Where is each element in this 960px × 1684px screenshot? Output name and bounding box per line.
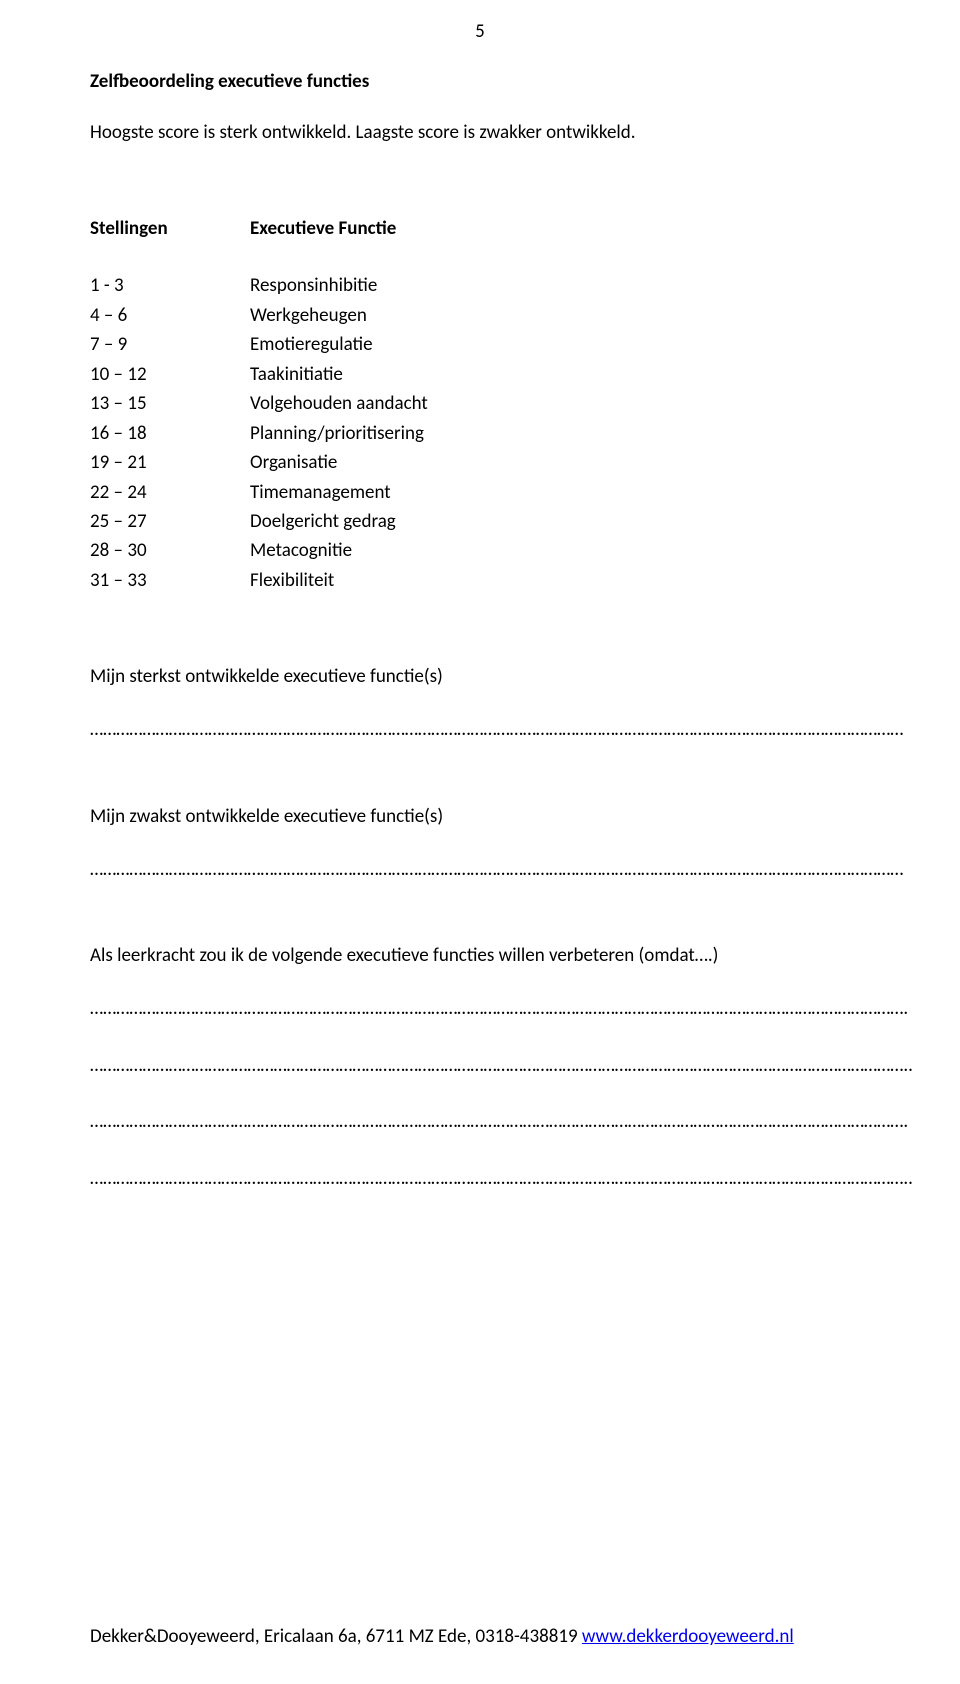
table-cell-label: Doelgericht gedrag [250, 507, 870, 536]
fill-line: …………………………………………………………………………………………………………… [90, 716, 870, 745]
table-cell-label: Werkgeheugen [250, 301, 870, 330]
table-cell-range: 25 – 27 [90, 507, 250, 536]
table-header-col1: Stellingen [90, 214, 250, 243]
table-cell-label: Organisatie [250, 448, 870, 477]
fill-line: …………………………………………………………………………………………………………… [90, 1165, 870, 1194]
table-cell-range: 16 – 18 [90, 419, 250, 448]
document-page: 5 Zelfbeoordeling executieve functies Ho… [0, 0, 960, 1684]
prompt-strongest: Mijn sterkst ontwikkelde executieve func… [90, 665, 870, 745]
table-cell-range: 4 – 6 [90, 301, 250, 330]
table-row: 25 – 27 Doelgericht gedrag [90, 507, 870, 536]
table-cell-label: Volgehouden aandacht [250, 389, 870, 418]
table-cell-label: Metacognitie [250, 536, 870, 565]
table-body: 1 - 3 Responsinhibitie 4 – 6 Werkgeheuge… [90, 271, 870, 595]
footer-link[interactable]: www.dekkerdooyeweerd.nl [582, 1625, 794, 1648]
table-cell-label: Timemanagement [250, 478, 870, 507]
table-cell-label: Taakinitiatie [250, 360, 870, 389]
table-row: 13 – 15 Volgehouden aandacht [90, 389, 870, 418]
fill-line: …………………………………………………………………………………………………………… [90, 995, 870, 1024]
table-row: 1 - 3 Responsinhibitie [90, 271, 870, 300]
prompt-weakest: Mijn zwakst ontwikkelde executieve funct… [90, 805, 870, 885]
page-subtitle: Hoogste score is sterk ontwikkeld. Laags… [90, 121, 870, 144]
table-header-col2: Executieve Functie [250, 214, 870, 243]
table-cell-range: 13 – 15 [90, 389, 250, 418]
fill-line: …………………………………………………………………………………………………………… [90, 1052, 870, 1081]
table-header-row: Stellingen Executieve Functie [90, 214, 870, 243]
table-cell-label: Emotieregulatie [250, 330, 870, 359]
table-row: 19 – 21 Organisatie [90, 448, 870, 477]
table-cell-range: 7 – 9 [90, 330, 250, 359]
table-cell-range: 22 – 24 [90, 478, 250, 507]
prompt-label: Mijn zwakst ontwikkelde executieve funct… [90, 805, 870, 828]
table-row: 31 – 33 Flexibiliteit [90, 566, 870, 595]
table-row: 7 – 9 Emotieregulatie [90, 330, 870, 359]
table-row: 16 – 18 Planning/prioritisering [90, 419, 870, 448]
table-cell-label: Flexibiliteit [250, 566, 870, 595]
table-cell-range: 19 – 21 [90, 448, 250, 477]
table-cell-label: Responsinhibitie [250, 271, 870, 300]
table-cell-range: 28 – 30 [90, 536, 250, 565]
table-row: 28 – 30 Metacognitie [90, 536, 870, 565]
fill-line: …………………………………………………………………………………………………………… [90, 1108, 870, 1137]
table-row: 22 – 24 Timemanagement [90, 478, 870, 507]
page-number: 5 [475, 20, 485, 43]
footer-text: Dekker&Dooyeweerd, Ericalaan 6a, 6711 MZ… [90, 1625, 582, 1648]
table-cell-range: 1 - 3 [90, 271, 250, 300]
table-row: 4 – 6 Werkgeheugen [90, 301, 870, 330]
prompt-improve: Als leerkracht zou ik de volgende execut… [90, 944, 870, 1193]
table-row: 10 – 12 Taakinitiatie [90, 360, 870, 389]
table-cell-range: 31 – 33 [90, 566, 250, 595]
table-cell-range: 10 – 12 [90, 360, 250, 389]
functions-table: Stellingen Executieve Functie 1 - 3 Resp… [90, 214, 870, 595]
prompt-label: Mijn sterkst ontwikkelde executieve func… [90, 665, 870, 688]
multi-fill-lines: …………………………………………………………………………………………………………… [90, 995, 870, 1193]
table-cell-label: Planning/prioritisering [250, 419, 870, 448]
page-footer: Dekker&Dooyeweerd, Ericalaan 6a, 6711 MZ… [90, 1625, 870, 1648]
fill-line: …………………………………………………………………………………………………………… [90, 856, 870, 885]
page-title: Zelfbeoordeling executieve functies [90, 70, 870, 93]
prompt-label: Als leerkracht zou ik de volgende execut… [90, 944, 870, 967]
